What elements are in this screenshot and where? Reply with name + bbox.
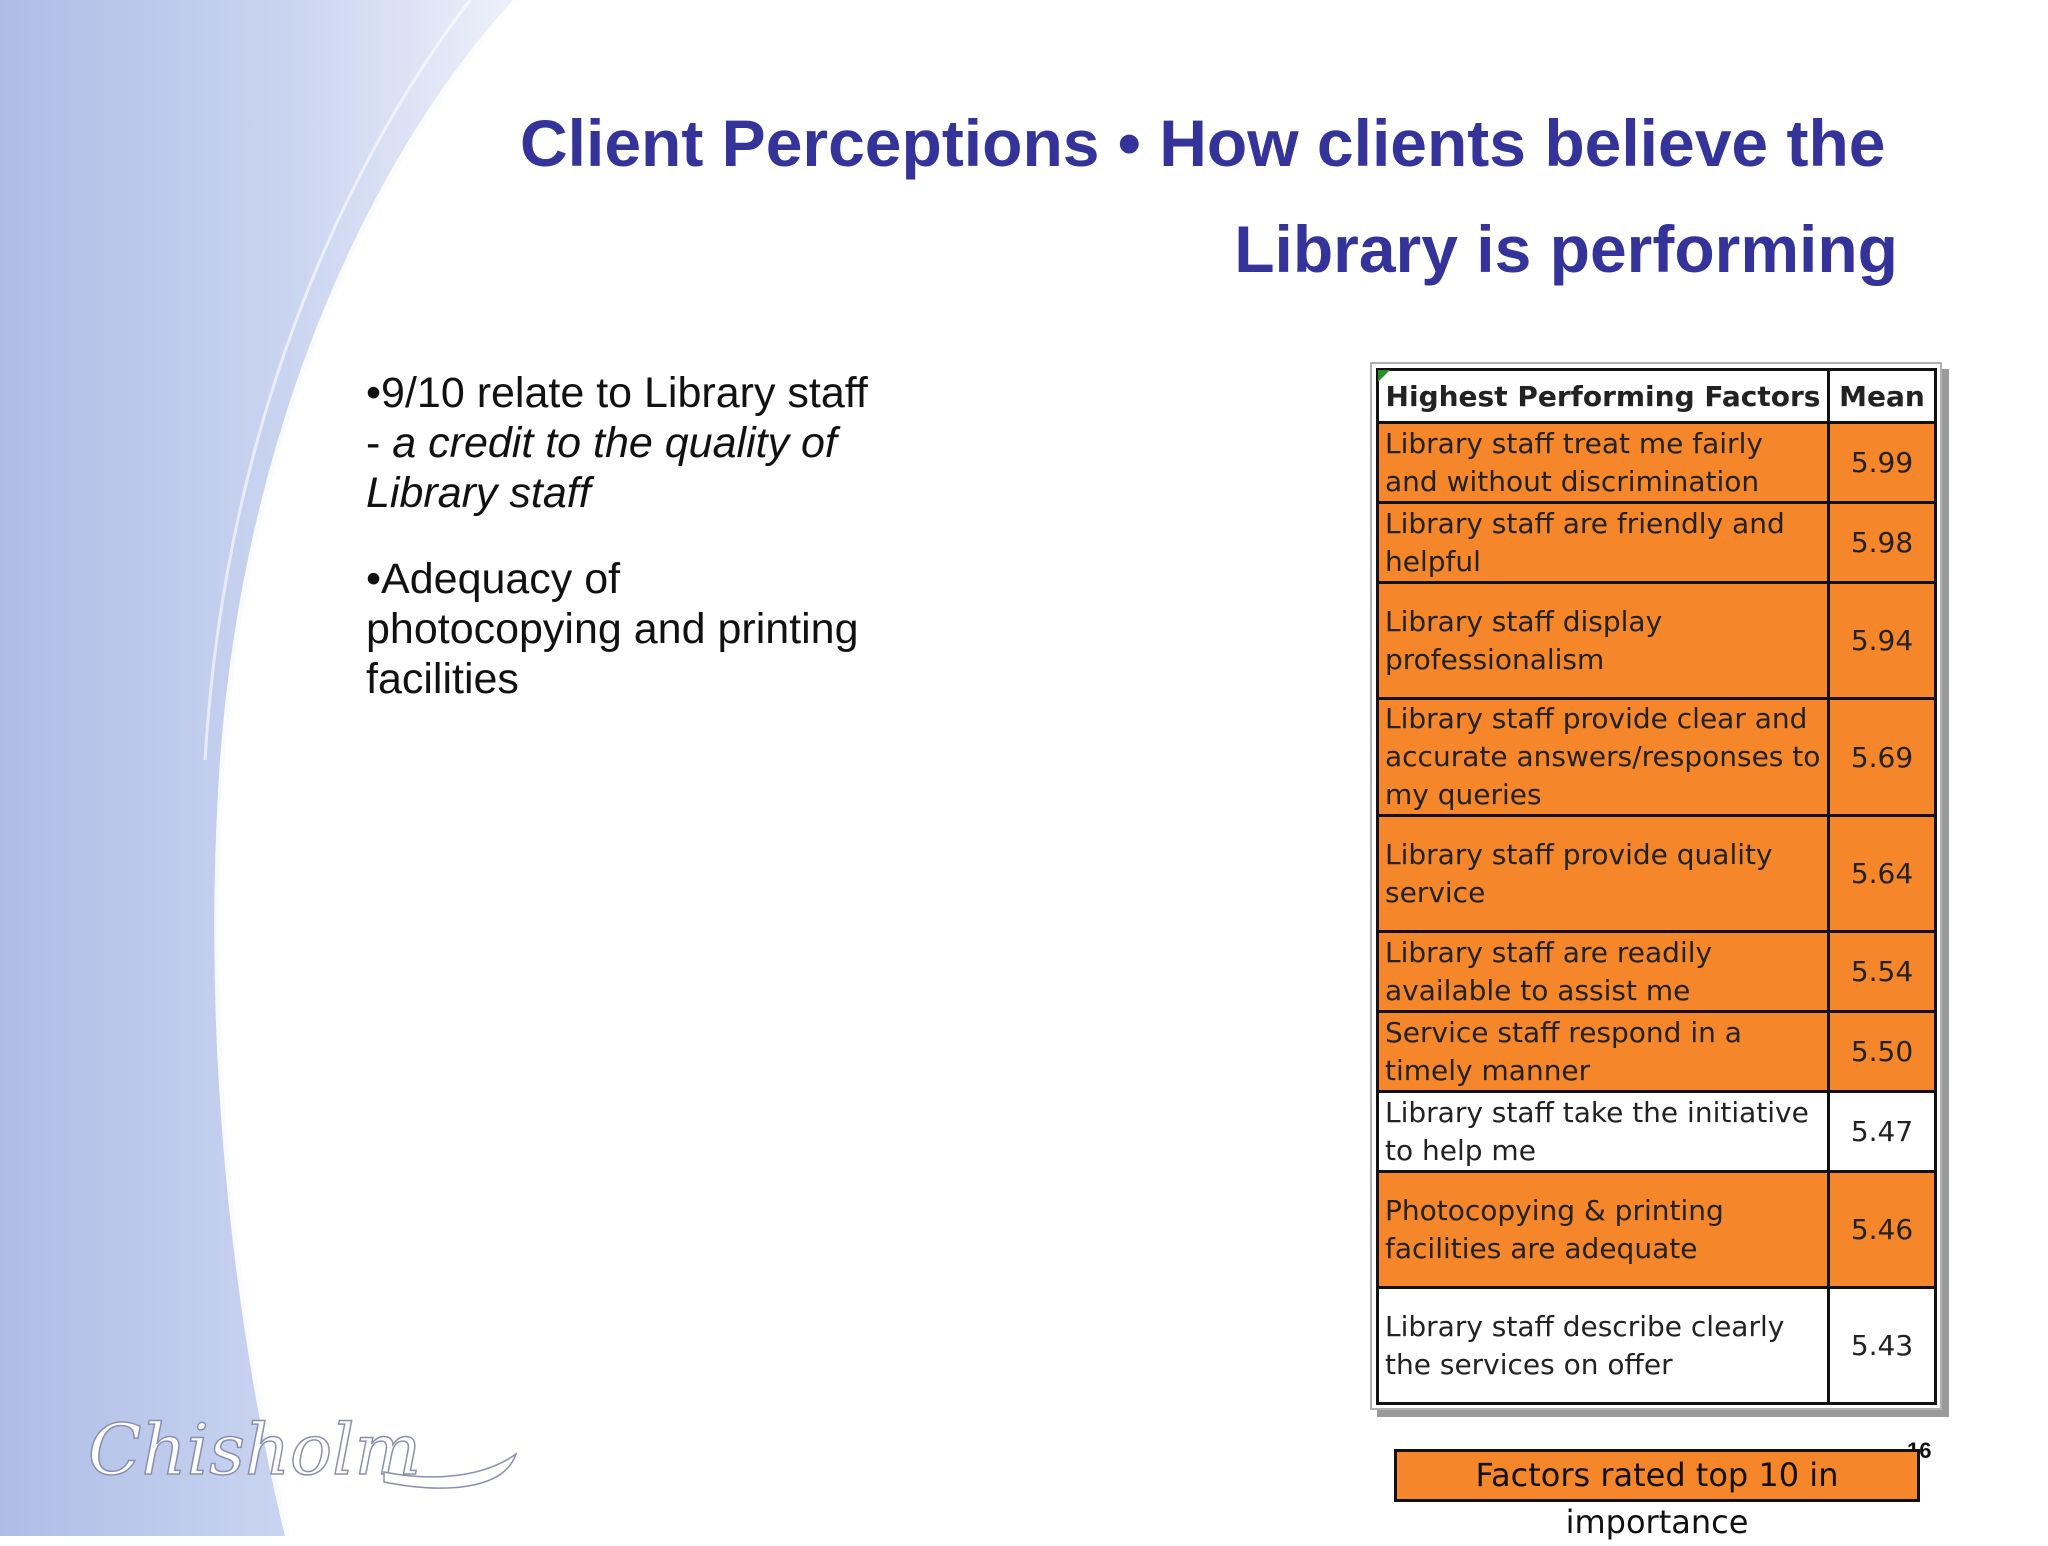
table-row: Library staff provide quality service 5.6…	[1376, 814, 1937, 933]
mean-cell: 5.47	[1827, 1090, 1937, 1173]
factor-cell: Library staff treat me fairly and withou…	[1376, 421, 1830, 504]
bullet-text: •9/10 relate to Library staff -	[366, 369, 868, 467]
table-row: Library staff describe clearly the servi…	[1376, 1286, 1937, 1405]
table-header-row: Highest Performing Factors Mean	[1376, 368, 1937, 424]
bullet-emphasis: a credit to the quality of Library staff	[366, 419, 837, 517]
table-row: Photocopying & printing facilities are a…	[1376, 1170, 1937, 1289]
table-row: Library staff treat me fairly and withou…	[1376, 421, 1937, 504]
title-line-1: Client Perceptions • How clients believe…	[520, 106, 1886, 180]
mean-cell: 5.99	[1827, 421, 1937, 504]
mean-cell: 5.98	[1827, 501, 1937, 584]
table-row: Library staff are readily available to a…	[1376, 930, 1937, 1013]
mean-cell: 5.94	[1827, 581, 1937, 700]
factor-cell: Library staff are readily available to a…	[1376, 930, 1830, 1013]
factor-cell: Service staff respond in a timely manner	[1376, 1010, 1830, 1093]
table-row: Library staff are friendly and helpful 5.…	[1376, 501, 1937, 584]
factor-cell: Photocopying & printing facilities are a…	[1376, 1170, 1830, 1289]
table-body: Library staff treat me fairly and withou…	[1376, 421, 1937, 1405]
factor-cell: Library staff provide quality service	[1376, 814, 1830, 933]
table-row: Library staff provide clear and accurate…	[1376, 697, 1937, 817]
factor-cell: Library staff are friendly and helpful	[1376, 501, 1830, 584]
cell-marker-icon	[1378, 370, 1390, 382]
factor-cell: Library staff provide clear and accurate…	[1376, 697, 1830, 817]
mean-cell: 5.64	[1827, 814, 1937, 933]
bullet-item: •9/10 relate to Library staff - a credit…	[366, 368, 886, 518]
slide-title: Client Perceptions • How clients believe…	[520, 90, 1940, 302]
legend-box: Factors rated top 10 in importance	[1394, 1449, 1920, 1541]
factor-cell: Library staff describe clearly the servi…	[1376, 1286, 1830, 1405]
table-row: Library staff take the initiative to hel…	[1376, 1090, 1937, 1173]
mean-cell: 5.54	[1827, 930, 1937, 1013]
header-mean: Mean	[1827, 368, 1937, 424]
mean-cell: 5.50	[1827, 1010, 1937, 1093]
table-row: Service staff respond in a timely manner…	[1376, 1010, 1937, 1093]
header-factor: Highest Performing Factors	[1376, 368, 1830, 424]
bullet-list: •9/10 relate to Library staff - a credit…	[366, 368, 886, 740]
factor-cell: Library staff take the initiative to hel…	[1376, 1090, 1830, 1173]
factors-table-container: Highest Performing Factors Mean Library …	[1370, 362, 1942, 1410]
bullet-item: •Adequacy of photocopying and printing f…	[366, 555, 859, 703]
table-row: Library staff display professionalism 5.9…	[1376, 581, 1937, 700]
mean-cell: 5.46	[1827, 1170, 1937, 1289]
factor-cell: Library staff display professionalism	[1376, 581, 1830, 700]
svg-text:Chisholm: Chisholm	[88, 1412, 421, 1491]
factors-table: Highest Performing Factors Mean Library …	[1376, 368, 1937, 1405]
mean-cell: 5.43	[1827, 1286, 1937, 1405]
mean-cell: 5.69	[1827, 697, 1937, 817]
title-line-2: Library is performing	[1234, 212, 1898, 286]
chisholm-logo: Chisholm	[87, 1412, 518, 1492]
